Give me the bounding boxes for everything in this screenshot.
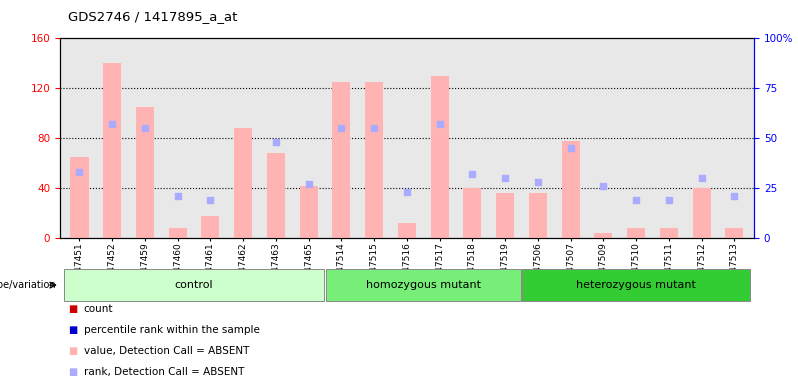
Text: control: control	[175, 280, 213, 290]
Bar	[365, 82, 383, 238]
Bar	[333, 82, 350, 238]
Bar	[431, 76, 448, 238]
Text: ■: ■	[68, 346, 77, 356]
Bar	[103, 63, 121, 238]
Text: value, Detection Call = ABSENT: value, Detection Call = ABSENT	[84, 346, 249, 356]
Bar	[595, 233, 613, 238]
Text: ■: ■	[68, 367, 77, 377]
Text: ■: ■	[68, 325, 77, 335]
Bar	[136, 107, 154, 238]
Bar	[168, 228, 187, 238]
Text: GDS2746 / 1417895_a_at: GDS2746 / 1417895_a_at	[68, 10, 237, 23]
Bar	[300, 186, 318, 238]
Text: heterozygous mutant: heterozygous mutant	[576, 280, 696, 290]
Bar	[70, 157, 89, 238]
Bar	[529, 193, 547, 238]
Text: genotype/variation: genotype/variation	[0, 280, 56, 290]
Bar	[496, 193, 514, 238]
Bar	[464, 188, 481, 238]
Bar	[201, 216, 219, 238]
Bar	[693, 188, 711, 238]
Bar	[235, 128, 252, 238]
Text: homozygous mutant: homozygous mutant	[365, 280, 481, 290]
Text: percentile rank within the sample: percentile rank within the sample	[84, 325, 259, 335]
Text: rank, Detection Call = ABSENT: rank, Detection Call = ABSENT	[84, 367, 244, 377]
Bar	[267, 153, 285, 238]
Bar	[627, 228, 646, 238]
Bar	[398, 223, 416, 238]
Bar	[660, 228, 678, 238]
Text: ■: ■	[68, 304, 77, 314]
Bar	[725, 228, 744, 238]
Bar	[562, 141, 579, 238]
Text: count: count	[84, 304, 113, 314]
